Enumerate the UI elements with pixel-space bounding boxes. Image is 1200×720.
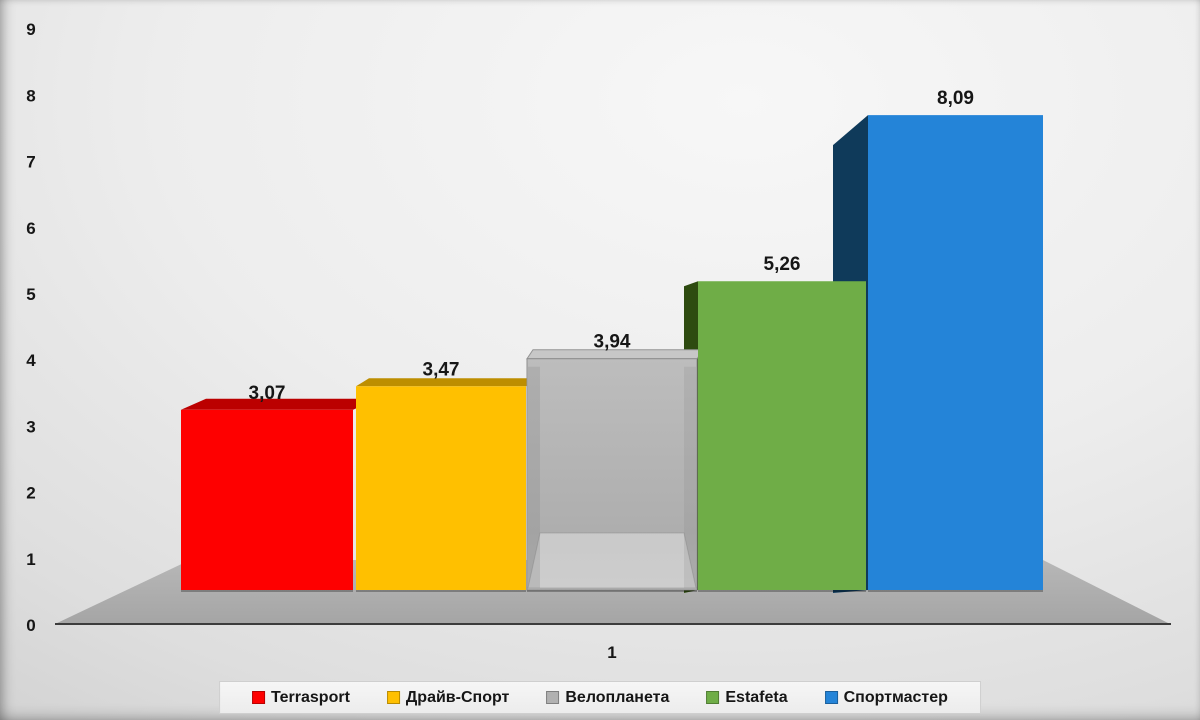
bar-2-front-face bbox=[356, 386, 526, 590]
legend-swatch-icon bbox=[252, 691, 266, 704]
legend-swatch-icon bbox=[546, 691, 560, 704]
y-tick-label-0: 0 bbox=[26, 616, 35, 635]
legend: Terrasport Драйв-Спорт Велопланета Estafeta… bbox=[219, 681, 981, 714]
bar-2-top-face bbox=[356, 378, 539, 387]
legend-swatch-icon bbox=[386, 691, 400, 704]
legend-label: Спортмастер bbox=[843, 688, 948, 706]
bar-4-front-face bbox=[698, 281, 866, 590]
legend-label: Estafeta bbox=[725, 688, 788, 706]
legend-label: Драйв-Спорт bbox=[405, 688, 510, 706]
y-tick-label-6: 6 bbox=[26, 219, 35, 238]
y-tick-label-8: 8 bbox=[26, 86, 35, 105]
x-category-label: 1 bbox=[607, 643, 616, 662]
legend-item-4: Estafeta bbox=[706, 688, 788, 706]
y-tick-label-3: 3 bbox=[26, 417, 35, 436]
y-tick-label-2: 2 bbox=[26, 484, 35, 503]
value-label-3: 3,94 bbox=[594, 332, 631, 353]
bar-1-front-face bbox=[181, 409, 353, 590]
value-label-5: 8,09 bbox=[937, 88, 974, 109]
legend-label: Terrasport bbox=[271, 688, 350, 706]
bar-1-top-face bbox=[181, 398, 378, 410]
y-tick-label-4: 4 bbox=[26, 351, 36, 370]
value-label-4: 5,26 bbox=[764, 254, 801, 275]
bar-3-inner-right-wall bbox=[684, 366, 696, 588]
y-tick-label-9: 9 bbox=[26, 20, 35, 39]
y-tick-label-5: 5 bbox=[26, 285, 35, 304]
legend-item-5: Спортмастер bbox=[824, 688, 948, 706]
legend-swatch-icon bbox=[706, 691, 720, 704]
y-tick-label-1: 1 bbox=[26, 550, 35, 569]
legend-label: Велопланета bbox=[565, 688, 670, 706]
legend-item-1: Terrasport bbox=[252, 688, 350, 706]
legend-item-3: Велопланета bbox=[546, 688, 670, 706]
legend-swatch-icon bbox=[824, 691, 838, 704]
bar-5-front-face bbox=[868, 115, 1043, 590]
value-label-2: 3,47 bbox=[423, 359, 460, 380]
bar-3-inner-left-wall bbox=[528, 366, 540, 588]
y-tick-label-7: 7 bbox=[26, 153, 35, 172]
value-label-1: 3,07 bbox=[249, 383, 286, 404]
bar-3-front-face bbox=[526, 358, 698, 591]
bar-3-inner-floor bbox=[527, 532, 697, 589]
legend-item-2: Драйв-Спорт bbox=[386, 688, 510, 706]
